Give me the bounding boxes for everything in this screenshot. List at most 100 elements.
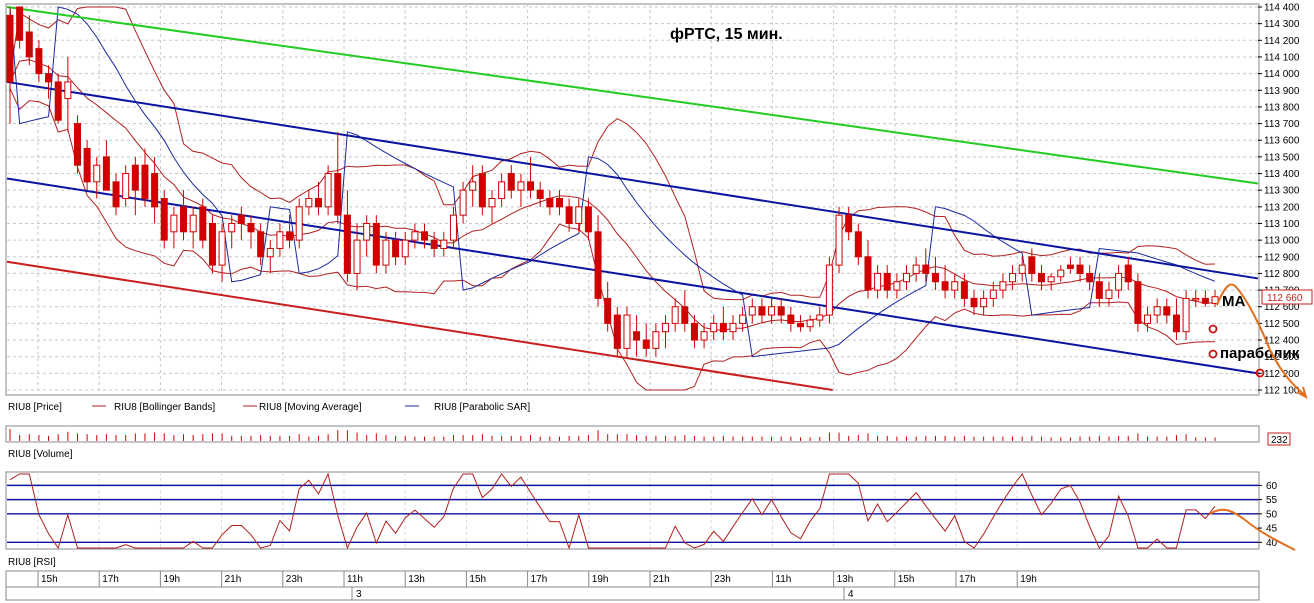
candle-body bbox=[237, 214, 245, 224]
candle-body bbox=[1192, 297, 1200, 301]
candle-body bbox=[874, 272, 882, 291]
candle-body bbox=[343, 214, 351, 274]
bollinger-upper bbox=[9, 6, 1216, 301]
time-label: 19h bbox=[592, 574, 609, 585]
trend-line bbox=[6, 80, 1259, 280]
candle-body bbox=[459, 189, 467, 216]
price-tick-label: 114 400 bbox=[1264, 3, 1300, 14]
candle-body bbox=[1105, 289, 1113, 299]
price-tick-label: 112 300 bbox=[1264, 352, 1300, 363]
candle-body bbox=[835, 214, 843, 266]
candle-body bbox=[64, 81, 72, 100]
marker-circle-1 bbox=[1208, 324, 1218, 334]
candle-body bbox=[652, 331, 660, 349]
time-label: 19h bbox=[1020, 574, 1037, 585]
chart-title: фРТС, 15 мин. bbox=[670, 26, 783, 43]
candle-body bbox=[507, 173, 515, 191]
candle-body bbox=[758, 306, 766, 316]
price-tick-label: 114 300 bbox=[1264, 19, 1300, 30]
candle-body bbox=[527, 181, 535, 191]
legend-sar: RIU8 [Parabolic SAR] bbox=[434, 402, 530, 413]
parabolic-sar bbox=[9, 6, 1216, 358]
candle-body bbox=[864, 256, 872, 291]
price-tick-label: 112 100 bbox=[1264, 386, 1300, 397]
candle-body bbox=[112, 181, 120, 208]
candle-body bbox=[816, 314, 824, 321]
parabolic-annotation: параболик bbox=[1220, 345, 1300, 362]
rsi-forecast-arrow bbox=[1209, 508, 1296, 551]
candle-body bbox=[700, 331, 708, 341]
candle-body bbox=[748, 306, 756, 316]
time-label: 13h bbox=[408, 574, 425, 585]
last-price-label: 112 660 bbox=[1267, 293, 1303, 304]
candle-body bbox=[768, 306, 776, 316]
candle-body bbox=[1153, 306, 1161, 316]
candle-body bbox=[1095, 281, 1103, 299]
volume-value: 232 bbox=[1271, 435, 1288, 446]
candle-body bbox=[170, 214, 178, 233]
candle-body bbox=[421, 231, 429, 241]
volume-value-box bbox=[1267, 432, 1291, 446]
time-label: 11h bbox=[775, 574, 791, 585]
time-label: 15h bbox=[41, 574, 58, 585]
candle-body bbox=[999, 281, 1007, 291]
candle-body bbox=[247, 222, 255, 233]
trend-line bbox=[6, 177, 1259, 375]
candle-body bbox=[1144, 314, 1152, 324]
time-axis bbox=[5, 570, 1260, 588]
candle-body bbox=[1172, 314, 1180, 333]
candle-body bbox=[1201, 297, 1209, 304]
candle-body bbox=[334, 173, 342, 216]
rsi-tick-label: 60 bbox=[1266, 481, 1278, 492]
price-tick-label: 113 200 bbox=[1264, 202, 1300, 213]
price-tick-label: 113 100 bbox=[1264, 219, 1300, 230]
time-label: 15h bbox=[469, 574, 486, 585]
candle-body bbox=[584, 206, 592, 233]
marker-circle-2 bbox=[1208, 349, 1218, 359]
date-axis bbox=[5, 586, 1260, 601]
candle-body bbox=[1076, 264, 1084, 274]
candle-body bbox=[594, 231, 602, 299]
rsi-tick-label: 55 bbox=[1266, 495, 1278, 506]
forecast-arrow bbox=[1216, 283, 1306, 396]
price-panel bbox=[5, 3, 1260, 396]
candle-body bbox=[35, 48, 43, 75]
time-labels: 15h 17h 19h 21h 23h 11h 13h 15h 17h 19h 21h 23h 11h 1… bbox=[37, 571, 1037, 600]
candle-body bbox=[883, 272, 891, 291]
candle-body bbox=[305, 198, 313, 208]
price-tick-label: 112 400 bbox=[1264, 336, 1300, 347]
time-label: 17h bbox=[959, 574, 976, 585]
candle-body bbox=[604, 297, 612, 324]
candle-body bbox=[401, 239, 409, 258]
candle-body bbox=[536, 189, 544, 200]
candle-body bbox=[806, 319, 814, 328]
candle-body bbox=[6, 14, 14, 83]
trend-line bbox=[6, 6, 1259, 185]
price-tick-label: 113 600 bbox=[1264, 136, 1300, 147]
candle-body bbox=[73, 123, 81, 166]
candle-body bbox=[276, 231, 284, 249]
candle-body bbox=[218, 231, 226, 266]
candle-body bbox=[575, 206, 583, 224]
time-label: 11h bbox=[347, 574, 363, 585]
candle-body bbox=[980, 297, 988, 308]
candle-body bbox=[854, 231, 862, 258]
candle-body bbox=[1124, 264, 1132, 283]
price-tick-label: 113 400 bbox=[1264, 169, 1300, 180]
candle-body bbox=[1134, 281, 1142, 324]
candle-body bbox=[1086, 272, 1094, 283]
candle-body bbox=[180, 206, 188, 233]
moving-average bbox=[9, 59, 1216, 331]
candle-body bbox=[45, 73, 53, 83]
candle-body bbox=[729, 322, 737, 333]
rsi-tick-label: 50 bbox=[1266, 509, 1278, 520]
bollinger-lower bbox=[9, 88, 1215, 391]
price-tick-label: 112 800 bbox=[1264, 269, 1300, 280]
forecast-arrow-head bbox=[1296, 386, 1308, 400]
candle-body bbox=[555, 198, 563, 208]
candle-body bbox=[681, 306, 689, 324]
candle-body bbox=[440, 239, 448, 249]
marker-circle-3 bbox=[1255, 368, 1265, 378]
candle-body bbox=[122, 173, 130, 200]
